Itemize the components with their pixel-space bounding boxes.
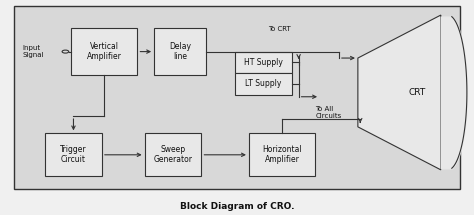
Text: To All
Circuits: To All Circuits	[315, 106, 341, 119]
Bar	[45, 133, 102, 176]
Bar	[235, 73, 292, 95]
Bar	[154, 28, 206, 75]
Bar	[249, 133, 315, 176]
Text: Block Diagram of CRO.: Block Diagram of CRO.	[180, 202, 294, 211]
Circle shape	[62, 50, 69, 53]
Bar	[235, 52, 292, 73]
Bar	[145, 133, 201, 176]
Text: LT Supply: LT Supply	[245, 79, 281, 88]
Text: HT Supply: HT Supply	[244, 58, 283, 67]
Text: Delay
line: Delay line	[169, 42, 191, 61]
Text: Vertical
Amplifier: Vertical Amplifier	[87, 42, 122, 61]
Text: Horizontal
Amplifier: Horizontal Amplifier	[262, 145, 302, 164]
Text: Trigger
Circuit: Trigger Circuit	[60, 145, 87, 164]
Bar	[71, 28, 137, 75]
Polygon shape	[358, 15, 441, 170]
Text: Input
Signal: Input Signal	[23, 45, 44, 58]
Text: To CRT: To CRT	[268, 26, 291, 32]
Bar	[14, 6, 460, 189]
Text: CRT: CRT	[409, 88, 426, 97]
Text: Sweep
Generator: Sweep Generator	[154, 145, 192, 164]
